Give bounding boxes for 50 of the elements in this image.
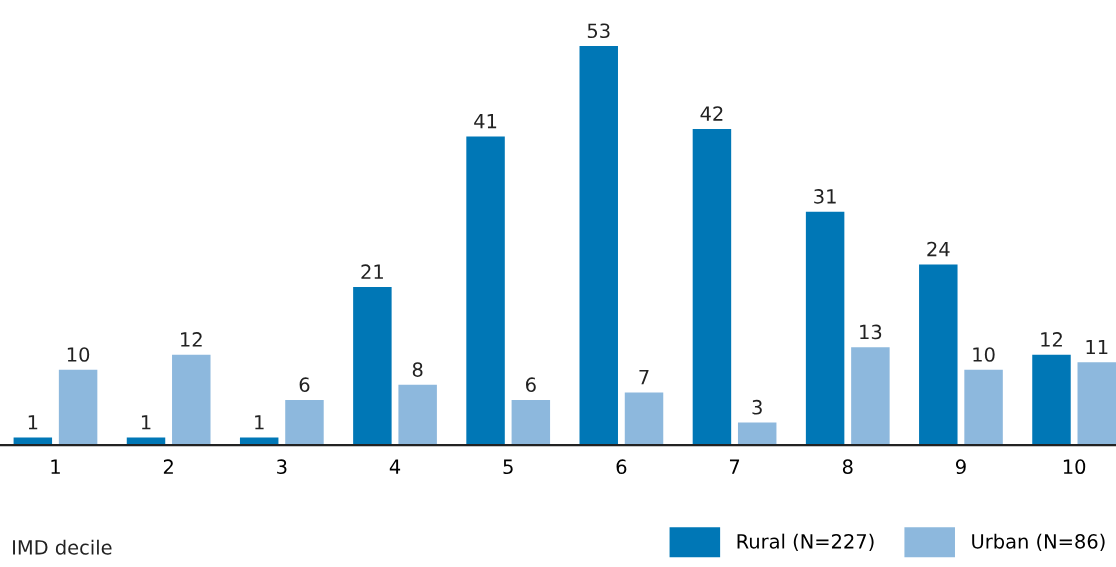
x-tick-label: 3 bbox=[277, 459, 287, 475]
data-label: 6 bbox=[526, 377, 536, 392]
bar bbox=[398, 384, 437, 446]
data-label: 41 bbox=[474, 114, 497, 129]
data-label: 31 bbox=[814, 189, 836, 204]
bar bbox=[624, 392, 664, 446]
bar bbox=[1077, 362, 1116, 446]
x-tick-label: 4 bbox=[389, 459, 401, 474]
bar bbox=[58, 369, 98, 446]
bar bbox=[692, 128, 732, 446]
bar bbox=[353, 286, 392, 446]
x-tick-label: 10 bbox=[1063, 459, 1086, 475]
bar bbox=[851, 347, 890, 446]
data-label: 12 bbox=[1041, 332, 1062, 347]
bar bbox=[466, 136, 505, 446]
x-tick-label: 9 bbox=[955, 459, 966, 475]
x-tick-label: 5 bbox=[503, 459, 513, 475]
data-label: 10 bbox=[67, 347, 90, 362]
data-label: 21 bbox=[361, 264, 383, 279]
data-label: 1 bbox=[28, 415, 38, 430]
data-label: 24 bbox=[927, 241, 950, 257]
x-tick-label: 8 bbox=[842, 459, 853, 475]
bar bbox=[511, 399, 551, 446]
data-label: 6 bbox=[299, 377, 310, 392]
x-axis-title: IMD decile bbox=[13, 539, 112, 555]
bar bbox=[964, 369, 1003, 446]
bar bbox=[172, 354, 211, 446]
data-label: 13 bbox=[860, 324, 882, 340]
data-label: 10 bbox=[973, 347, 995, 362]
bar bbox=[1032, 354, 1071, 446]
x-tick-label: 6 bbox=[616, 459, 627, 475]
data-label: 53 bbox=[587, 23, 610, 39]
legend-label: Rural (N=227) bbox=[737, 533, 874, 551]
data-label: 11 bbox=[1086, 339, 1108, 355]
bar bbox=[737, 422, 777, 446]
x-tick-label: 2 bbox=[163, 459, 173, 474]
data-label: 12 bbox=[181, 332, 202, 347]
bar bbox=[805, 211, 845, 446]
data-label: 1 bbox=[255, 415, 264, 430]
legend-label: Urban (N=86) bbox=[972, 533, 1105, 551]
data-label: 7 bbox=[639, 370, 649, 385]
data-label: 1 bbox=[141, 415, 151, 430]
data-label: 8 bbox=[412, 362, 423, 377]
x-tick-label: 1 bbox=[51, 459, 60, 474]
data-label: 3 bbox=[752, 399, 762, 415]
bar bbox=[919, 264, 958, 446]
bar bbox=[285, 399, 324, 446]
x-tick-label: 7 bbox=[729, 459, 740, 474]
bar bbox=[579, 46, 618, 446]
data-label: 42 bbox=[700, 106, 723, 121]
